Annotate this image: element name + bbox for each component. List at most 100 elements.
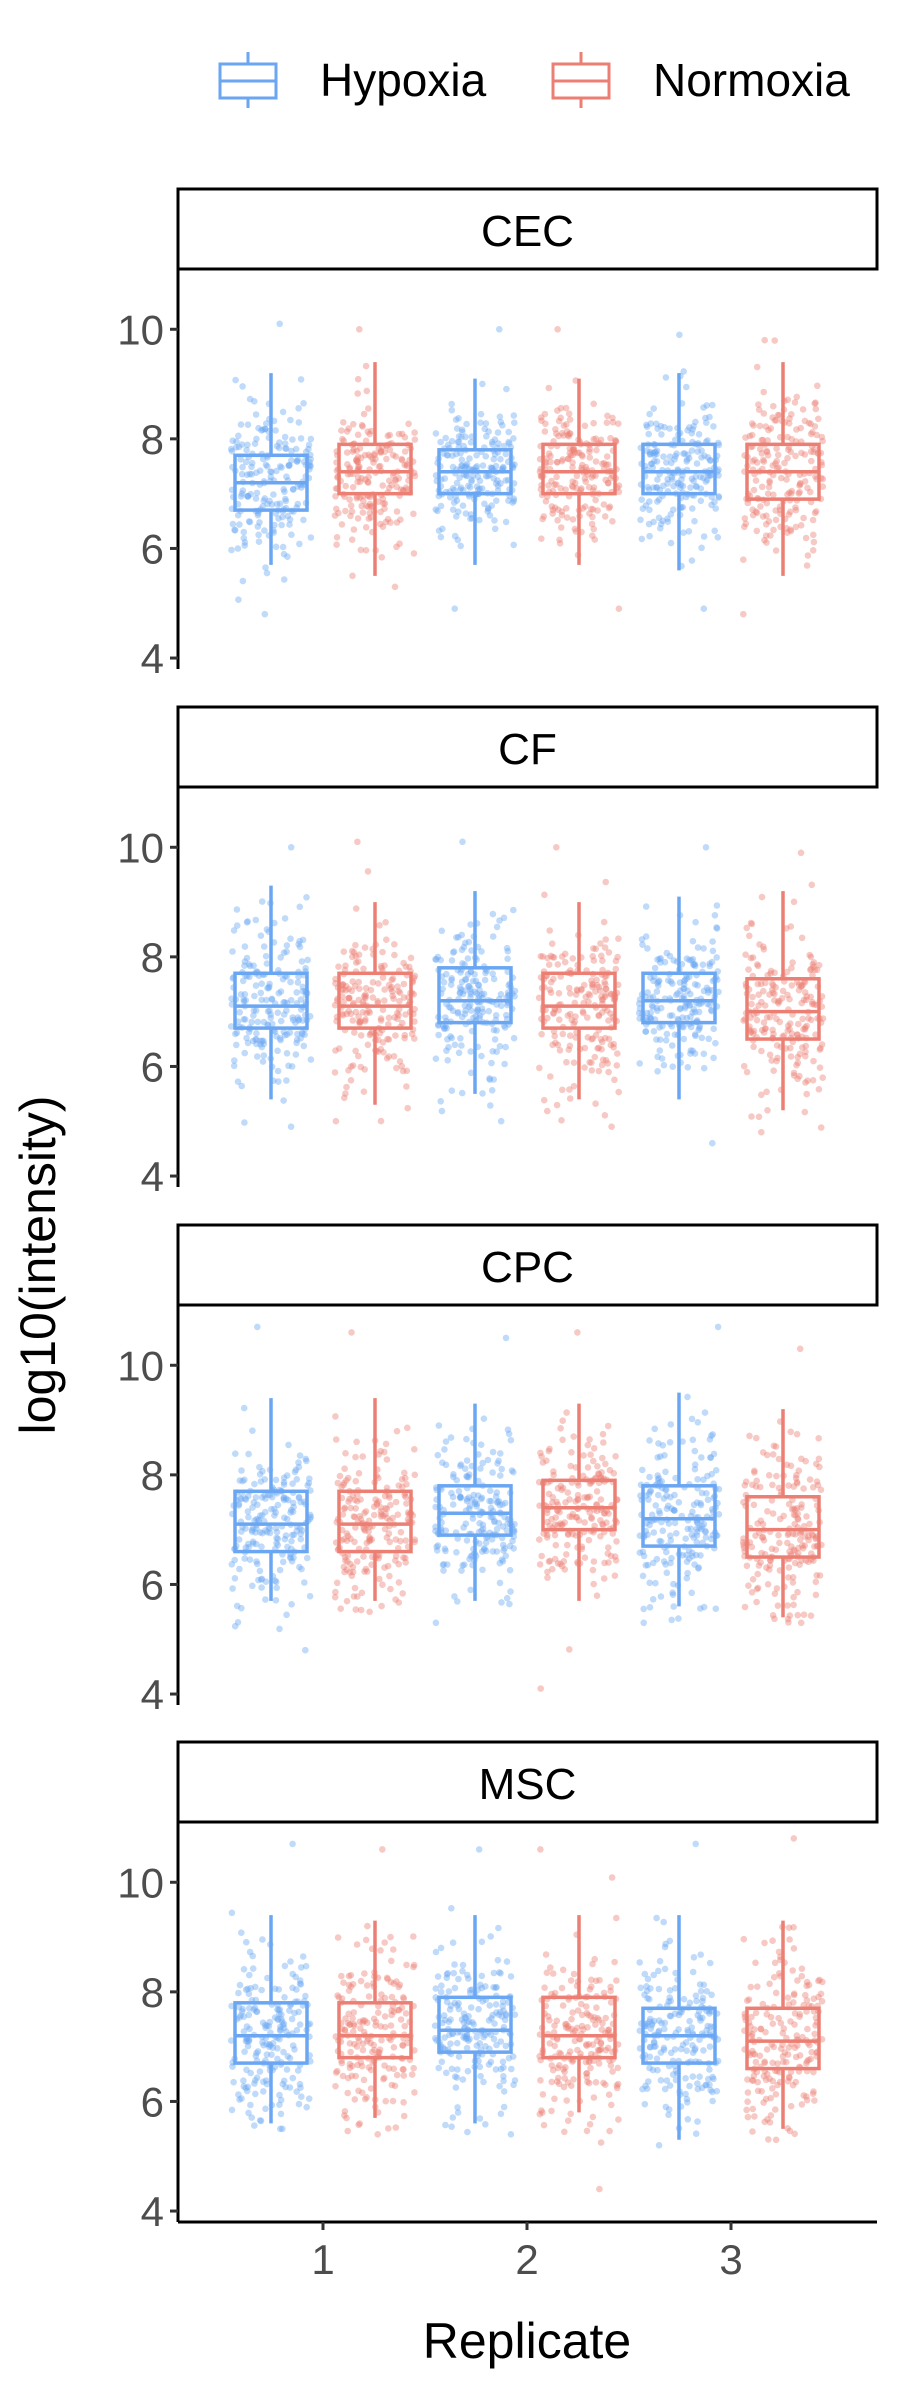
data-point	[459, 428, 466, 436]
data-point	[783, 525, 790, 532]
data-point	[715, 472, 722, 479]
data-point	[382, 518, 390, 526]
data-point	[362, 1936, 370, 1944]
data-point	[456, 989, 464, 996]
data-point	[450, 1471, 457, 1478]
data-point	[813, 431, 820, 439]
data-point	[233, 438, 240, 445]
data-point	[480, 1415, 488, 1422]
data-point	[306, 1592, 314, 1600]
data-point	[365, 473, 372, 481]
data-point	[453, 934, 460, 941]
data-point	[379, 974, 387, 981]
data-point	[395, 475, 403, 482]
data-point	[389, 451, 397, 459]
data-point	[246, 1971, 253, 1979]
data-point	[233, 906, 241, 913]
data-point	[569, 451, 576, 459]
data-point	[741, 1482, 749, 1489]
data-point	[349, 572, 356, 580]
data-point	[463, 1472, 470, 1480]
data-point	[493, 1548, 501, 1555]
data-point	[511, 419, 518, 427]
data-point	[770, 402, 777, 410]
data-point	[362, 476, 369, 483]
data-point	[689, 1508, 696, 1516]
data-point	[801, 451, 809, 458]
data-point	[494, 477, 501, 484]
data-point	[478, 1972, 486, 1980]
data-point	[467, 511, 475, 518]
data-point	[463, 460, 471, 468]
data-point	[467, 968, 475, 976]
data-point	[584, 2024, 591, 2031]
data-point	[346, 2060, 354, 2068]
data-point	[760, 410, 768, 417]
data-point	[787, 1462, 795, 1470]
data-point	[642, 933, 650, 940]
data-point	[344, 2127, 352, 2135]
data-point	[706, 960, 713, 967]
data-point	[661, 958, 669, 966]
data-point	[566, 1496, 573, 1503]
data-point	[252, 1007, 260, 1014]
data-point	[556, 536, 563, 544]
data-point	[615, 2116, 622, 2123]
data-point	[505, 438, 512, 446]
data-point	[592, 496, 599, 504]
data-point	[804, 484, 811, 492]
data-point	[808, 2048, 815, 2056]
data-point	[815, 1086, 823, 1093]
data-point	[602, 1460, 609, 1468]
data-point	[406, 963, 413, 971]
data-point	[462, 976, 469, 983]
data-point	[339, 1012, 347, 1019]
data-point	[273, 1584, 281, 1592]
data-point	[259, 1058, 267, 1065]
data-point	[453, 2039, 461, 2047]
data-point	[380, 500, 387, 507]
data-point	[785, 511, 793, 518]
data-point	[749, 2076, 756, 2084]
data-point	[704, 437, 711, 444]
data-point	[288, 457, 295, 464]
data-point	[305, 1479, 313, 1487]
data-point	[280, 1494, 288, 1501]
data-point	[253, 1030, 260, 1037]
data-point	[753, 1598, 760, 1606]
data-point	[578, 485, 585, 492]
data-point	[447, 981, 455, 988]
data-point	[749, 458, 756, 465]
data-point	[794, 2042, 801, 2049]
data-point	[804, 2025, 811, 2033]
data-point	[656, 1047, 664, 1054]
data-point	[810, 531, 817, 539]
data-point	[510, 1034, 518, 1042]
legend-label: Hypoxia	[320, 54, 487, 106]
data-point	[455, 508, 462, 515]
data-point	[280, 999, 287, 1006]
data-point	[670, 482, 677, 490]
data-point	[244, 493, 252, 500]
data-point	[305, 2095, 313, 2102]
data-point	[550, 1009, 557, 1017]
data-point	[382, 2097, 390, 2105]
data-point	[447, 1004, 455, 1012]
data-point	[503, 385, 510, 393]
data-point	[641, 2100, 649, 2108]
data-point	[639, 1466, 646, 1474]
data-point	[345, 425, 353, 432]
data-point	[692, 918, 699, 926]
data-point	[473, 2033, 480, 2041]
data-point	[262, 1596, 269, 1603]
data-point	[570, 1970, 578, 1978]
data-point	[686, 1001, 693, 1009]
data-point	[265, 983, 273, 991]
data-point	[798, 2101, 806, 2108]
data-point	[751, 2113, 758, 2120]
data-point	[746, 932, 753, 940]
data-point	[566, 445, 574, 452]
data-point	[437, 438, 444, 446]
